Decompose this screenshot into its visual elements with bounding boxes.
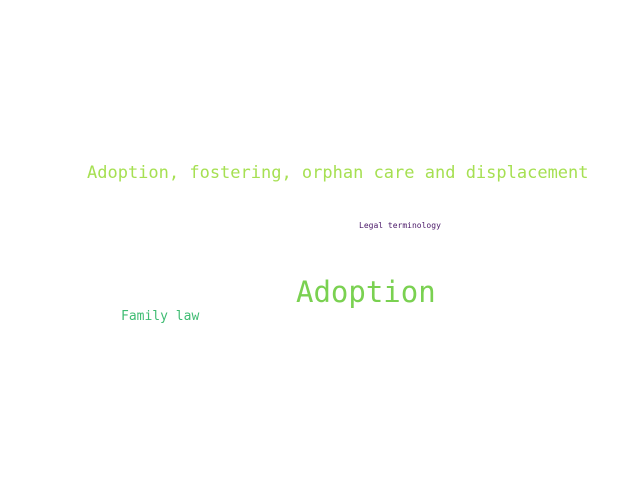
word-family-law: Family law bbox=[121, 309, 200, 324]
word-adoption: Adoption bbox=[296, 275, 436, 309]
word-adoption-fostering-orphan-care-displacement: Adoption, fostering, orphan care and dis… bbox=[87, 163, 589, 183]
word-legal-terminology: Legal terminology bbox=[359, 221, 441, 230]
